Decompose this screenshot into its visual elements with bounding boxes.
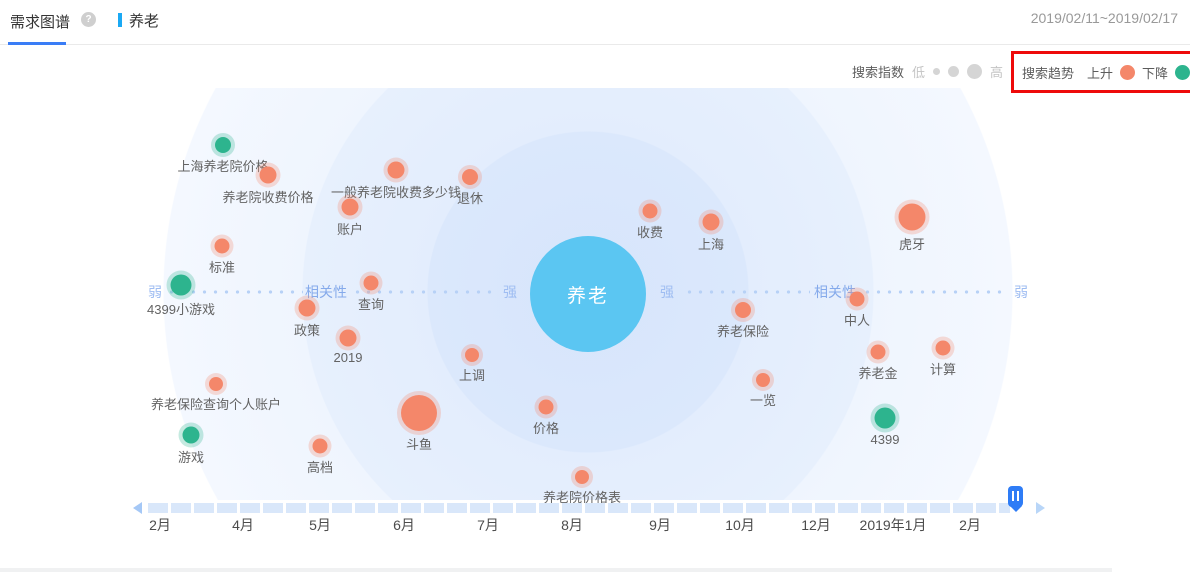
timeline-month-label: 10月: [725, 517, 755, 533]
timeline-month-label: 2月: [959, 517, 981, 533]
page-title: 需求图谱: [10, 14, 71, 31]
bubble-label: 养老保险: [716, 324, 770, 339]
help-icon[interactable]: ?: [81, 12, 96, 27]
timeline-month-label: 6月: [393, 517, 415, 533]
bubble-label: 政策: [293, 322, 321, 338]
bubble-dot-up-icon[interactable]: [401, 395, 437, 431]
bubble-dot-down-icon[interactable]: [874, 407, 896, 429]
bubble-dot-up-icon[interactable]: [341, 198, 359, 216]
bubble-dot-up-icon[interactable]: [465, 348, 479, 362]
bubble-dot-up-icon[interactable]: [538, 399, 554, 415]
bubble-label: 2019: [333, 349, 363, 365]
next-section-edge: [0, 568, 1112, 572]
center-keyword-label: 养老: [566, 285, 609, 307]
bubble-label: 上调: [458, 368, 486, 383]
low-label: 低: [912, 64, 926, 80]
timeline-month-label: 8月: [561, 517, 583, 533]
bubble-label: 退休: [456, 191, 484, 206]
search-trend-label: 搜索趋势: [1022, 65, 1075, 81]
rising-label: 上升: [1087, 65, 1114, 81]
timeline-month-label: 2月: [149, 517, 171, 533]
bubble-label: 养老金: [858, 365, 898, 381]
active-title-underline: [8, 42, 66, 45]
bubble-dot-up-icon[interactable]: [898, 203, 926, 231]
bubble-label: 高档: [306, 459, 334, 475]
timeline-month-label: 12月: [801, 517, 831, 533]
timeline-month-label: 4月: [232, 517, 254, 533]
bubble-dot-down-icon[interactable]: [215, 137, 231, 153]
bubble-dot-up-icon[interactable]: [312, 438, 328, 454]
center-keyword-bubble[interactable]: 养老: [530, 236, 646, 352]
bubble-label: 上海养老院价格: [177, 159, 269, 174]
bubble-dot-up-icon[interactable]: [702, 213, 720, 231]
falling-dot-icon: [1175, 64, 1190, 80]
panel-header: 需求图谱 ? 养老 2019/02/11~2019/02/17: [0, 0, 1190, 45]
bubble-dot-up-icon[interactable]: [756, 373, 770, 387]
bubble-dot-up-icon[interactable]: [214, 238, 230, 254]
bubble-dot-up-icon[interactable]: [575, 470, 589, 484]
bubble-label: 账户: [336, 221, 364, 237]
bubble-dot-up-icon[interactable]: [735, 302, 751, 318]
bubble-label: 查询: [357, 296, 385, 312]
bubble-label: 一览: [749, 393, 777, 408]
bubble-label: 一般养老院收费多少钱: [330, 184, 462, 200]
bubble-label: 养老院收费价格: [222, 189, 314, 205]
bubble-dot-up-icon[interactable]: [462, 169, 478, 185]
bubble-dot-up-icon[interactable]: [259, 166, 277, 184]
bubble-dot-up-icon[interactable]: [387, 161, 405, 179]
high-label: 高: [990, 64, 1004, 80]
tab-label: 养老: [129, 13, 160, 30]
timeline-month-label: 2019年1月: [859, 517, 927, 533]
rising-dot-icon: [1120, 64, 1136, 80]
timeline-prev-arrow-icon[interactable]: [133, 502, 142, 514]
bubble-label: 斗鱼: [405, 437, 433, 452]
timeline-month-label: 9月: [649, 517, 671, 533]
bubble-dot-up-icon[interactable]: [339, 329, 357, 347]
bubble-dot-up-icon[interactable]: [298, 299, 316, 317]
date-range: 2019/02/11~2019/02/17: [1030, 10, 1178, 26]
bubble-dot-up-icon[interactable]: [849, 291, 865, 307]
search-index-label: 搜索指数: [852, 64, 905, 80]
timeline-month-label: 5月: [309, 517, 331, 533]
size-dot-medium-icon: [948, 65, 960, 77]
bubble-label: 计算: [929, 361, 957, 377]
bubble-label: 养老院价格表: [542, 490, 622, 505]
search-index-legend: 搜索指数 低 高: [852, 63, 1004, 80]
bubble-label: 价格: [532, 420, 560, 436]
bubble-dot-down-icon[interactable]: [182, 426, 200, 444]
search-trend-legend-highlighted: 搜索趋势 上升 下降: [1011, 51, 1190, 93]
falling-label: 下降: [1142, 65, 1169, 81]
timeline-month-label: 7月: [477, 517, 499, 533]
bubble-dot-up-icon[interactable]: [642, 203, 658, 219]
legend-row: 搜索指数 低 高 搜索趋势 上升 下降: [0, 50, 1190, 93]
bubble-label: 虎牙: [898, 236, 926, 252]
timeline-next-arrow-icon[interactable]: [1036, 502, 1045, 514]
timeline-slider-handle[interactable]: [1008, 486, 1023, 507]
bubble-label: 上海: [697, 236, 725, 252]
bubble-dot-up-icon[interactable]: [363, 275, 379, 291]
bubble-label: 养老保险查询个人账户: [150, 397, 282, 412]
bubble-label: 标准: [208, 259, 236, 275]
bubble-label: 4399小游戏: [147, 301, 215, 317]
bubble-label: 收费: [636, 224, 664, 240]
timeline-track[interactable]: [148, 503, 1010, 513]
size-dot-large-icon: [967, 63, 983, 79]
bubble-dot-up-icon[interactable]: [870, 344, 886, 360]
bubble-label: 4399: [870, 431, 900, 447]
size-dot-small-icon: [933, 67, 941, 75]
bubble-dot-up-icon[interactable]: [935, 340, 951, 356]
bubble-label: 游戏: [177, 449, 205, 465]
bubble-label: 中人: [843, 312, 871, 328]
bubble-dot-up-icon[interactable]: [209, 377, 223, 391]
tab-accent-bar: [118, 13, 122, 27]
